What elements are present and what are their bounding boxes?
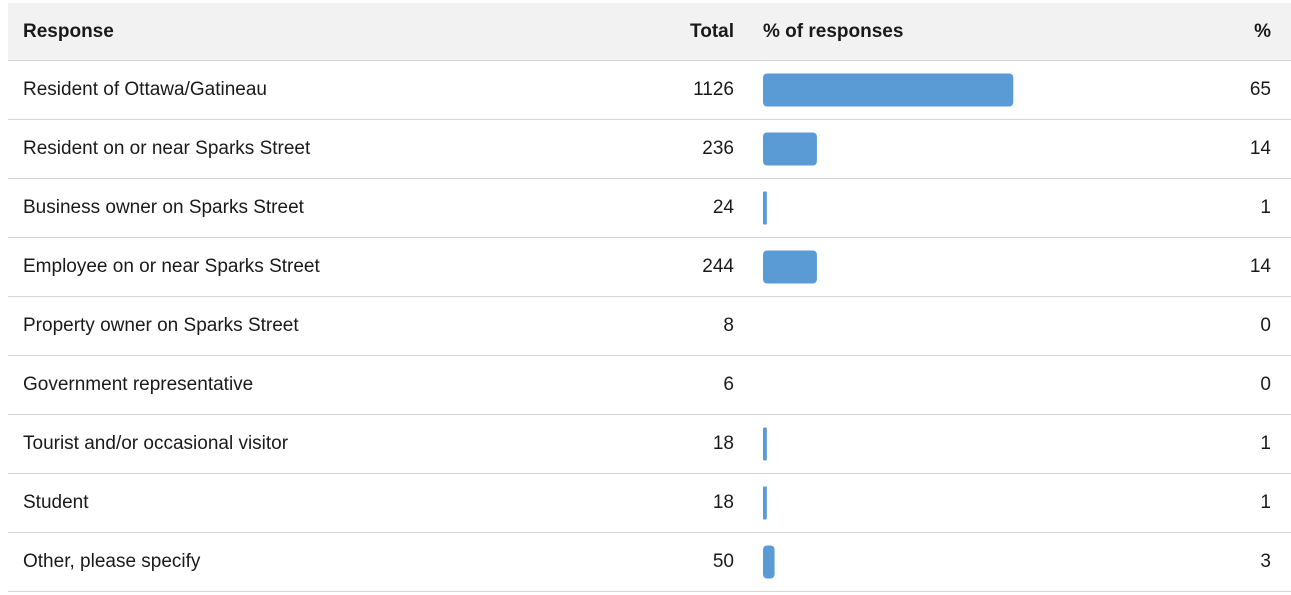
responses-table: Response Total % of responses % Resident…	[8, 3, 1291, 592]
response-label: Student	[23, 492, 89, 513]
bar-svg	[763, 306, 1183, 346]
response-label: Resident of Ottawa/Gatineau	[23, 79, 267, 100]
header-response: Response	[23, 20, 114, 42]
total-value: 18	[712, 433, 734, 454]
table-row: Student 18 1	[8, 474, 1291, 533]
bar-svg	[763, 73, 1014, 107]
total-value: 236	[702, 138, 734, 159]
table-row: Resident of Ottawa/Gatineau 1126 65	[8, 61, 1291, 120]
percent-value: 14	[1249, 138, 1271, 159]
table-row: Business owner on Sparks Street 24 1	[8, 179, 1291, 238]
header-bar: % of responses	[763, 20, 904, 42]
bar-svg	[763, 250, 817, 284]
bar-svg	[763, 545, 775, 579]
bar	[763, 191, 767, 225]
response-label: Government representative	[23, 374, 254, 395]
percent-value: 0	[1260, 315, 1271, 336]
bar	[763, 250, 817, 284]
table-row: Government representative 6 0	[8, 356, 1291, 415]
percent-value: 1	[1260, 433, 1271, 454]
total-value: 8	[723, 315, 734, 336]
table-body: Resident of Ottawa/Gatineau 1126 65 Residen…	[8, 61, 1291, 592]
table-row: Tourist and/or occasional visitor 18 1	[8, 415, 1291, 474]
bar	[763, 545, 775, 579]
bar	[763, 427, 767, 461]
percent-value: 65	[1249, 79, 1271, 100]
percent-value: 1	[1260, 492, 1271, 513]
total-value: 1126	[693, 79, 734, 100]
bar-svg	[763, 132, 817, 166]
response-label: Property owner on Sparks Street	[23, 315, 299, 336]
bar-cell	[763, 356, 1183, 414]
bar-cell	[763, 238, 1183, 296]
bar-cell	[763, 120, 1183, 178]
percent-value: 14	[1249, 256, 1271, 277]
header-total: Total	[690, 20, 734, 42]
percent-value: 0	[1260, 374, 1271, 395]
total-value: 24	[712, 197, 734, 218]
response-label: Employee on or near Sparks Street	[23, 256, 320, 277]
table-header: Response Total % of responses %	[8, 3, 1291, 61]
bar-cell	[763, 533, 1183, 591]
bar-cell	[763, 474, 1183, 532]
response-label: Other, please specify	[23, 551, 201, 572]
response-label: Tourist and/or occasional visitor	[23, 433, 289, 454]
percent-value: 1	[1260, 197, 1271, 218]
total-value: 50	[712, 551, 734, 572]
header-pct: %	[1254, 20, 1271, 42]
bar	[763, 486, 767, 520]
bar-cell	[763, 179, 1183, 237]
bar	[763, 132, 817, 166]
bar-cell	[763, 415, 1183, 473]
bar-svg	[763, 365, 1183, 405]
response-label: Business owner on Sparks Street	[23, 197, 304, 218]
bar-svg	[763, 191, 767, 225]
table-row: Property owner on Sparks Street 8 0	[8, 297, 1291, 356]
bar-svg	[763, 427, 767, 461]
table-row: Other, please specify 50 3	[8, 533, 1291, 592]
percent-value: 3	[1260, 551, 1271, 572]
total-value: 244	[702, 256, 734, 277]
bar-svg	[763, 486, 767, 520]
bar	[763, 73, 1014, 107]
table-row: Resident on or near Sparks Street 236 14	[8, 120, 1291, 179]
total-value: 18	[712, 492, 734, 513]
bar-cell	[763, 297, 1183, 355]
response-label: Resident on or near Sparks Street	[23, 138, 311, 159]
bar-cell	[763, 61, 1183, 119]
total-value: 6	[723, 374, 734, 395]
table-row: Employee on or near Sparks Street 244 14	[8, 238, 1291, 297]
